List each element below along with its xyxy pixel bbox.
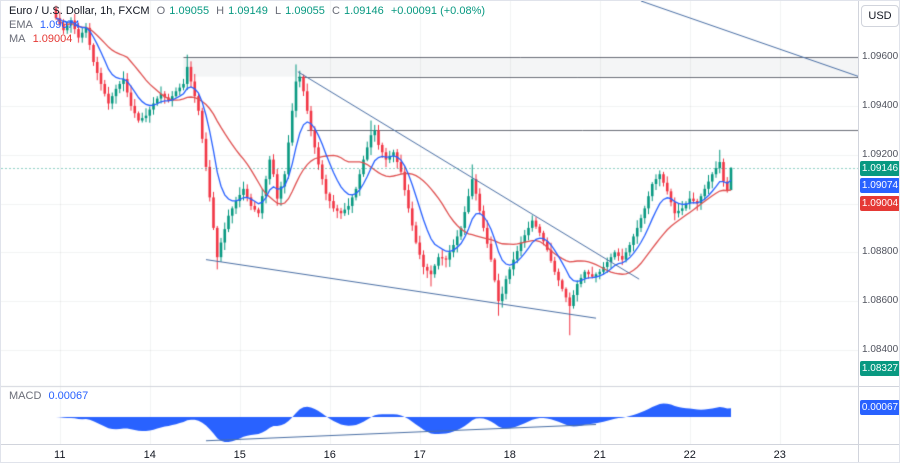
ohlc-high-label: H — [216, 5, 225, 17]
time-axis-label: 11 — [54, 449, 66, 461]
time-axis-label: 23 — [773, 449, 786, 461]
ohlc-open-label: O — [156, 5, 166, 17]
ema-label: EMA — [9, 19, 33, 31]
ohlc-change: +0.00091 (+0.08%) — [390, 5, 486, 17]
ma-value: 1.09004 — [32, 33, 73, 45]
ohlc-open-value: 1.09055 — [169, 5, 210, 17]
ma-label: MA — [9, 33, 26, 45]
price-axis[interactable]: USD 1.096001.094001.092001.090001.088001… — [858, 1, 899, 462]
ma-legend-row[interactable]: MA 1.09004 — [9, 32, 489, 46]
price-badge: 1.09004 — [860, 195, 899, 211]
ema-value: 1.09074 — [39, 19, 80, 31]
ohlc-low-value: 1.09055 — [285, 5, 325, 17]
macd-value-badge: 0.00067 — [860, 399, 899, 415]
time-axis-label: 22 — [683, 449, 696, 461]
symbol-legend-row[interactable]: Euro / U.S. Dollar, 1h, FXCM O 1.09055 H… — [9, 4, 489, 18]
time-axis[interactable]: 11 14 15 16 17 18 21 22 23 — [1, 444, 858, 462]
macd-legend-row[interactable]: MACD 0.00067 — [9, 390, 92, 402]
time-axis-label: 18 — [503, 449, 516, 461]
price-axis-label: 1.09400 — [862, 99, 899, 111]
price-axis-label: 1.09200 — [862, 148, 899, 160]
price-axis-label: 1.08400 — [862, 343, 899, 355]
time-axis-label: 21 — [593, 449, 606, 461]
ohlc-close-value: 1.09146 — [344, 5, 384, 17]
legend: Euro / U.S. Dollar, 1h, FXCM O 1.09055 H… — [9, 4, 489, 46]
price-badge: 1.08327 — [860, 360, 899, 376]
currency-toggle-button[interactable]: USD — [861, 5, 899, 27]
symbol-title: Euro / U.S. Dollar, 1h, FXCM — [9, 5, 150, 17]
axis-separator — [859, 444, 899, 445]
price-axis-label: 1.09600 — [862, 51, 899, 63]
ohlc-close-label: C — [331, 5, 340, 17]
time-axis-label: 17 — [413, 449, 426, 461]
ohlc-low-label: L — [274, 5, 282, 17]
ohlc-high-value: 1.09149 — [228, 5, 268, 17]
price-axis-label: 1.08600 — [862, 295, 899, 307]
price-badge: 1.09074 — [860, 178, 899, 194]
chart-canvas[interactable] — [1, 1, 858, 444]
ema-legend-row[interactable]: EMA 1.09074 — [9, 18, 489, 32]
time-axis-label: 16 — [323, 449, 336, 461]
pane-separator — [859, 386, 899, 387]
macd-label: MACD — [9, 390, 42, 402]
time-axis-label: 14 — [143, 449, 156, 461]
macd-value: 0.00067 — [48, 390, 89, 402]
time-axis-label: 15 — [233, 449, 246, 461]
price-axis-label: 1.08800 — [862, 246, 899, 258]
price-badge: 1.09146 — [860, 160, 899, 176]
